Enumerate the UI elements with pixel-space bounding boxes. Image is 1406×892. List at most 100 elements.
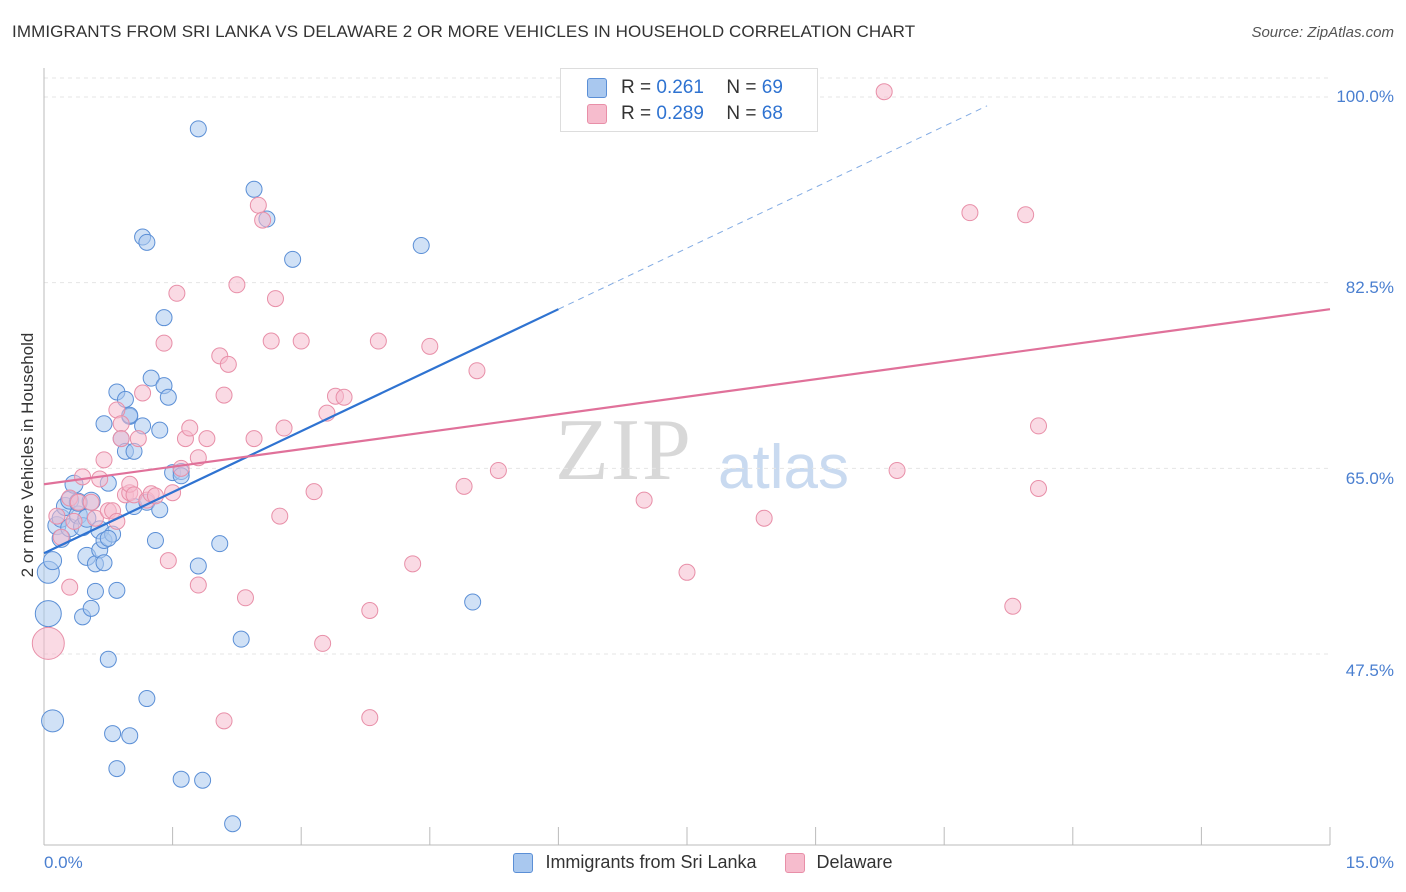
delaware-point <box>1030 479 1048 497</box>
y-tick-65: 65.0% <box>1345 469 1394 488</box>
delaware-point <box>455 477 473 495</box>
sri-lanka-point <box>41 709 65 733</box>
delaware-point <box>1017 206 1035 224</box>
delaware-point <box>888 461 906 479</box>
y-tick-100: 100.0% <box>1336 87 1394 106</box>
delaware-point <box>404 555 422 573</box>
chart-title: IMMIGRANTS FROM SRI LANKA VS DELAWARE 2 … <box>12 22 916 41</box>
delaware-point <box>112 430 130 448</box>
sri-lanka-point <box>142 369 160 387</box>
sri-lanka-point <box>151 421 169 439</box>
sri-lanka-point <box>121 727 139 745</box>
sri-lanka-point <box>232 630 250 648</box>
sri-lanka-point <box>108 760 126 778</box>
sri-lanka-point <box>194 771 212 789</box>
delaware-point <box>245 430 263 448</box>
delaware-point <box>755 509 773 527</box>
legend-n-label: N = <box>726 103 757 124</box>
y-tick-47-5: 47.5% <box>1345 661 1394 680</box>
legend-n-value: 69 <box>761 77 783 98</box>
delaware-point <box>198 430 216 448</box>
delaware-point <box>61 578 79 596</box>
y-axis-label: 2 or more Vehicles in Household <box>18 332 37 578</box>
legend-label-delaware: Delaware <box>816 852 893 872</box>
delaware-point <box>249 196 267 214</box>
delaware-point <box>228 276 246 294</box>
delaware-point <box>961 204 979 222</box>
delaware-point <box>1004 597 1022 615</box>
series-legend: Immigrants from Sri Lanka Delaware <box>0 852 1406 873</box>
watermark-zip: ZIP <box>555 402 693 499</box>
sri-lanka-point <box>99 529 117 547</box>
delaware-point <box>74 468 92 486</box>
delaware-point <box>129 430 147 448</box>
delaware-trendline <box>43 308 1331 486</box>
sri-lanka-point <box>34 600 62 628</box>
delaware-point <box>134 384 152 402</box>
legend-row-sri-lanka: R = 0.261 N = 69 <box>587 77 783 99</box>
delaware-point <box>168 284 186 302</box>
delaware-point <box>361 602 379 620</box>
sri-lanka-point <box>284 250 302 268</box>
sri-lanka-point <box>224 815 242 833</box>
delaware-point <box>275 419 293 437</box>
delaware-point <box>48 507 66 525</box>
delaware-point <box>468 362 486 380</box>
legend-r-value: 0.261 <box>656 77 704 98</box>
delaware-point <box>236 589 254 607</box>
delaware-point <box>254 211 272 229</box>
sri-lanka-point <box>159 388 177 406</box>
legend-item-sri-lanka[interactable]: Immigrants from Sri Lanka <box>513 852 757 873</box>
sri-lanka-point <box>99 650 117 668</box>
sri-lanka-point <box>95 554 113 572</box>
delaware-point <box>678 563 696 581</box>
sri-lanka-point <box>138 233 156 251</box>
delaware-point <box>91 470 109 488</box>
sri-lanka-point <box>82 599 100 617</box>
legend-swatch-blue <box>513 852 534 873</box>
legend-n-value: 68 <box>761 103 783 124</box>
sri-lanka-point <box>172 770 190 788</box>
sri-lanka-point <box>104 725 122 743</box>
legend-r-value: 0.289 <box>656 103 704 124</box>
delaware-point <box>271 507 289 525</box>
delaware-point <box>1030 417 1048 435</box>
delaware-point <box>95 451 113 469</box>
legend-item-delaware[interactable]: Delaware <box>784 852 893 873</box>
delaware-point <box>262 332 280 350</box>
delaware-point <box>159 552 177 570</box>
sri-lanka-point <box>95 415 113 433</box>
delaware-point <box>189 576 207 594</box>
delaware-point <box>489 461 507 479</box>
sri-lanka-point <box>86 582 104 600</box>
legend-r-label: R = <box>621 103 652 124</box>
legend-r-label: R = <box>621 77 652 98</box>
legend-label-sri-lanka: Immigrants from Sri Lanka <box>545 852 757 872</box>
delaware-point <box>82 493 100 511</box>
delaware-point <box>292 332 310 350</box>
legend-swatch-blue <box>587 78 607 98</box>
correlation-legend: R = 0.261 N = 69 R = 0.289 N = 68 <box>560 68 818 132</box>
delaware-point <box>305 483 323 501</box>
sri-lanka-point <box>146 531 164 549</box>
delaware-point <box>219 355 237 373</box>
delaware-point <box>215 712 233 730</box>
delaware-point <box>155 334 173 352</box>
sri-lanka-point <box>138 690 156 708</box>
delaware-point <box>172 459 190 477</box>
delaware-point <box>335 388 353 406</box>
sri-lanka-point <box>155 309 173 327</box>
legend-row-delaware: R = 0.289 N = 68 <box>587 103 783 125</box>
delaware-point <box>112 415 130 433</box>
sri-lanka-point <box>189 120 207 138</box>
sri-lanka-point <box>189 557 207 575</box>
sri-lanka-trendline-extension <box>558 105 988 310</box>
x-tick-min: 0.0% <box>44 853 83 872</box>
sri-lanka-point <box>108 581 126 599</box>
delaware-point <box>369 332 387 350</box>
source-label: Source: ZipAtlas.com <box>1251 24 1394 41</box>
delaware-point <box>361 709 379 727</box>
legend-n-label: N = <box>726 77 757 98</box>
y-tick-82-5: 82.5% <box>1345 278 1394 297</box>
